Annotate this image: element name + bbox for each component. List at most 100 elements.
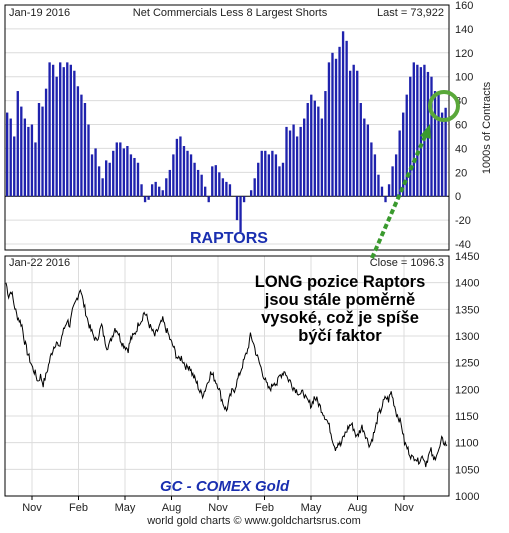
bar <box>338 46 341 197</box>
bar <box>175 138 179 197</box>
bar <box>44 88 48 197</box>
bar <box>228 184 232 197</box>
y-tick-label: 140 <box>455 24 473 36</box>
bar <box>207 196 210 203</box>
y-tick-label: 160 <box>455 0 473 12</box>
bar <box>158 186 161 197</box>
bottom-y-ticks: 1450 1400 1350 1300 1250 1200 1150 1100 1050 1000 <box>455 251 479 503</box>
bar <box>34 142 37 197</box>
bar <box>90 154 94 197</box>
top-y-axis-label: 1000s of Contracts <box>481 81 493 174</box>
y-tick-label: 1300 <box>455 331 479 343</box>
bar <box>419 67 423 197</box>
x-tick-label: Aug <box>348 502 368 514</box>
annotation-arrow <box>370 133 428 259</box>
bar <box>242 196 246 203</box>
bottom-panel-frame <box>4 255 450 497</box>
bar <box>140 184 143 197</box>
bar <box>363 118 366 197</box>
highlight-circle <box>428 90 460 122</box>
y-tick-label: 1100 <box>455 438 479 450</box>
bar <box>320 118 324 197</box>
bar <box>387 184 391 197</box>
bar <box>165 178 168 197</box>
bar <box>9 118 12 197</box>
x-tick-label: May <box>301 502 322 514</box>
x-tick-label: May <box>115 502 136 514</box>
bar <box>147 196 150 200</box>
bar <box>168 169 171 197</box>
bar <box>331 52 334 197</box>
bar <box>30 124 34 197</box>
bar <box>295 136 299 197</box>
bar <box>292 124 295 197</box>
bar <box>352 64 355 197</box>
bar <box>97 166 101 197</box>
bar <box>126 146 129 197</box>
bar <box>76 86 80 197</box>
bar <box>317 106 320 197</box>
bar <box>55 76 58 197</box>
top-chart-title: Net Commercials Less 8 Largest Shorts <box>133 7 328 19</box>
bottom-close-value: Close = 1096.3 <box>370 257 444 269</box>
bar <box>260 150 263 197</box>
footer-credit: world gold charts © www.goldchartsrus.co… <box>146 515 361 527</box>
bar <box>48 62 51 197</box>
bar <box>299 126 302 197</box>
bar <box>373 154 377 197</box>
bar <box>416 64 419 197</box>
y-tick-label: 1200 <box>455 384 479 396</box>
bar <box>391 166 394 197</box>
bar <box>66 62 69 197</box>
y-tick-label: 100 <box>455 72 473 84</box>
bar <box>204 186 207 197</box>
bar <box>112 150 115 197</box>
gc-comex-gold-label: GC - COMEX Gold <box>160 478 290 495</box>
y-tick-label: 40 <box>455 143 467 155</box>
bar <box>189 154 193 197</box>
bar <box>313 100 316 197</box>
annotation-line-2: jsou stále poměrně <box>264 291 415 309</box>
bar <box>41 106 44 197</box>
bar <box>211 166 214 197</box>
bar <box>341 31 345 197</box>
bar <box>221 178 225 197</box>
bar <box>437 94 440 197</box>
annotation-line-4: býčí faktor <box>298 327 382 345</box>
bar <box>80 94 83 197</box>
bar <box>274 154 278 197</box>
bar <box>154 181 157 197</box>
y-tick-label: 1250 <box>455 358 479 370</box>
bar <box>310 94 313 197</box>
bar <box>129 154 133 197</box>
annotation-arrowhead <box>420 124 431 139</box>
bar <box>278 166 281 197</box>
bar <box>6 112 9 197</box>
x-tick-label: Nov <box>208 502 228 514</box>
x-tick-label: Feb <box>69 502 88 514</box>
bar <box>398 130 401 197</box>
raptors-label: RAPTORS <box>190 230 268 247</box>
bar <box>115 142 118 197</box>
annotation-line-1: LONG pozice Raptors <box>255 273 426 291</box>
bar <box>193 162 196 197</box>
bar <box>444 107 447 197</box>
bar <box>108 162 111 197</box>
bar <box>69 64 72 197</box>
bar <box>377 174 380 197</box>
bar <box>370 142 373 197</box>
bar <box>196 169 200 197</box>
bar <box>327 62 331 197</box>
bar <box>257 162 260 197</box>
x-tick-label: Feb <box>255 502 274 514</box>
bar <box>334 58 338 197</box>
bar <box>249 190 253 197</box>
top-last-value: Last = 73,922 <box>377 7 444 19</box>
y-tick-label: 1400 <box>455 278 479 290</box>
bar <box>133 157 136 197</box>
bar <box>105 160 108 197</box>
bar <box>182 146 186 197</box>
bar <box>51 64 55 197</box>
bar <box>119 142 122 197</box>
